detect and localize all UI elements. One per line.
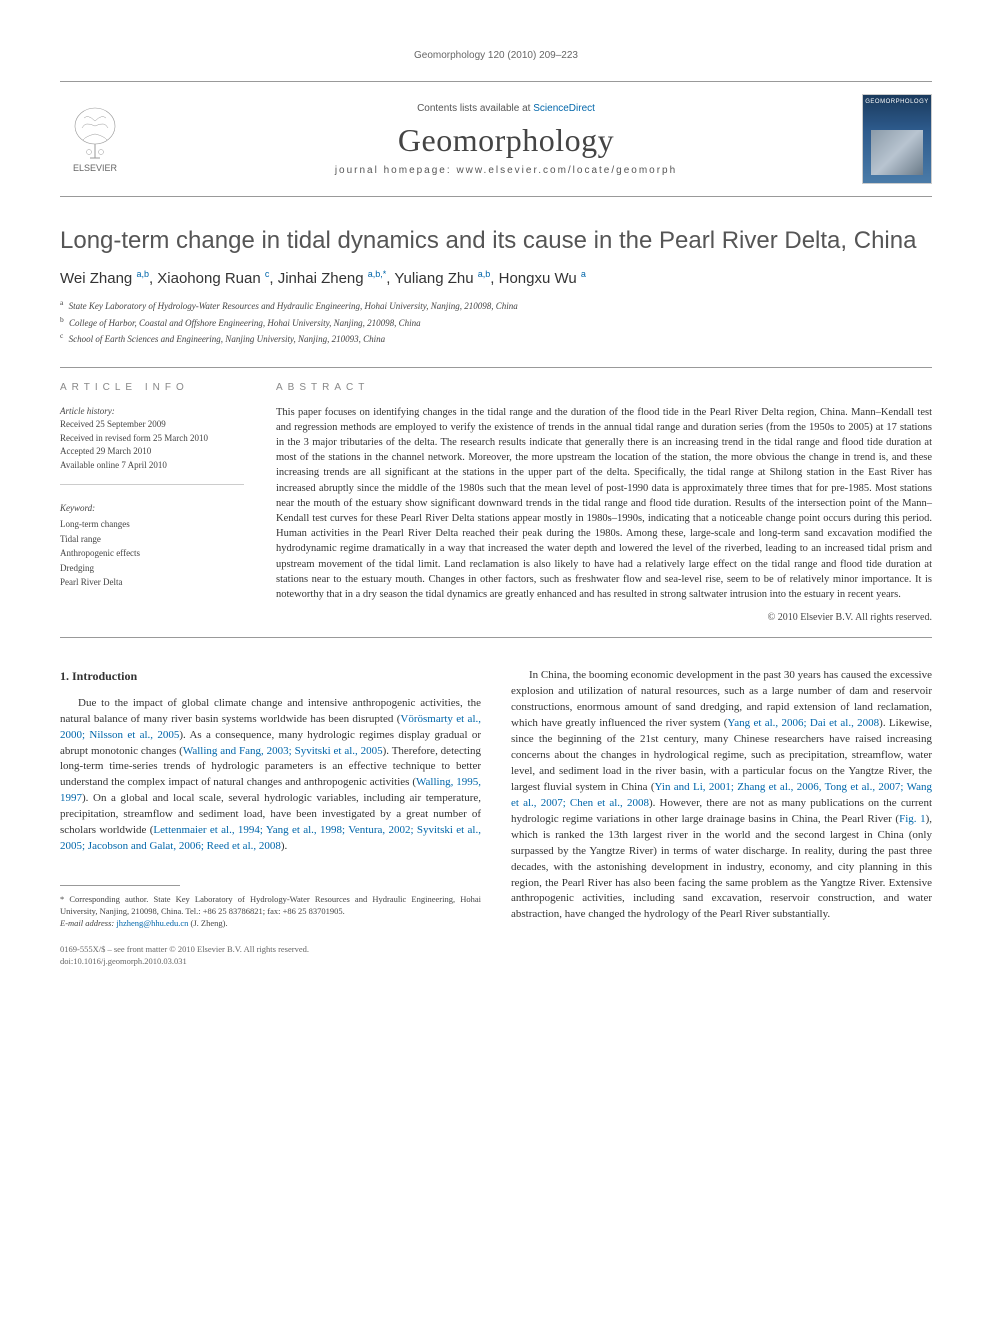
- affiliation-line: c School of Earth Sciences and Engineeri…: [60, 330, 932, 347]
- elsevier-logo: ELSEVIER: [60, 99, 130, 179]
- history-line: Received 25 September 2009: [60, 418, 244, 432]
- citation-link[interactable]: Yin and Li, 2001; Zhang et al., 2006, To…: [511, 781, 932, 809]
- citation-link[interactable]: Yang et al., 2006; Dai et al., 2008: [727, 717, 879, 729]
- keyword: Tidal range: [60, 532, 244, 546]
- elsevier-tree-icon: [70, 106, 120, 161]
- intro-paragraph-1: Due to the impact of global climate chan…: [60, 696, 481, 855]
- homepage-label: journal homepage:: [335, 165, 457, 176]
- cover-image: [871, 130, 923, 175]
- affiliation-line: a State Key Laboratory of Hydrology-Wate…: [60, 297, 932, 314]
- citation-link[interactable]: Vörösmarty et al., 2000; Nilsson et al.,…: [60, 713, 481, 741]
- corr-email-link[interactable]: jhzheng@hhu.edu.cn: [116, 918, 188, 928]
- body-column-right: In China, the booming economic developme…: [511, 668, 932, 967]
- front-matter-meta: 0169-555X/$ – see front matter © 2010 El…: [60, 944, 481, 968]
- history-line: Available online 7 April 2010: [60, 459, 244, 473]
- publisher-name: ELSEVIER: [73, 163, 117, 173]
- email-attribution: (J. Zheng).: [188, 918, 227, 928]
- body-column-left: 1. Introduction Due to the impact of glo…: [60, 668, 481, 967]
- history-line: Accepted 29 March 2010: [60, 445, 244, 459]
- keywords-label: Keyword:: [60, 501, 244, 515]
- email-label: E-mail address:: [60, 918, 116, 928]
- abstract-heading: abstract: [276, 382, 932, 393]
- article-history: Article history: Received 25 September 2…: [60, 405, 244, 486]
- affiliations: a State Key Laboratory of Hydrology-Wate…: [60, 297, 932, 347]
- contents-available-line: Contents lists available at ScienceDirec…: [150, 103, 862, 114]
- author-list: Wei Zhang a,b, Xiaohong Ruan c, Jinhai Z…: [60, 269, 932, 287]
- footnote-separator: [60, 885, 180, 886]
- journal-name: Geomorphology: [150, 122, 862, 159]
- body-two-column: 1. Introduction Due to the impact of glo…: [60, 668, 932, 967]
- article-info-column: article info Article history: Received 2…: [60, 368, 260, 639]
- keyword: Dredging: [60, 561, 244, 575]
- history-line: Received in revised form 25 March 2010: [60, 432, 244, 446]
- cover-title: GEOMORPHOLOGY: [863, 99, 931, 105]
- keyword: Pearl River Delta: [60, 575, 244, 589]
- journal-homepage: journal homepage: www.elsevier.com/locat…: [150, 165, 862, 176]
- citation-link[interactable]: Lettenmaier et al., 1994; Yang et al., 1…: [60, 824, 481, 852]
- corr-email-line: E-mail address: jhzheng@hhu.edu.cn (J. Z…: [60, 918, 481, 930]
- keyword: Long-term changes: [60, 517, 244, 531]
- sciencedirect-link[interactable]: ScienceDirect: [533, 103, 595, 114]
- intro-paragraph-2: In China, the booming economic developme…: [511, 668, 932, 923]
- section-heading-intro: 1. Introduction: [60, 668, 481, 685]
- corr-author-text: * Corresponding author. State Key Labora…: [60, 894, 481, 918]
- citation-link[interactable]: Fig. 1: [899, 813, 926, 825]
- abstract-text: This paper focuses on identifying change…: [276, 405, 932, 603]
- issn-copyright: 0169-555X/$ – see front matter © 2010 El…: [60, 944, 481, 956]
- article-info-heading: article info: [60, 382, 244, 393]
- corresponding-author-footnote: * Corresponding author. State Key Labora…: [60, 894, 481, 930]
- journal-cover-thumbnail: GEOMORPHOLOGY: [862, 94, 932, 184]
- homepage-url: www.elsevier.com/locate/geomorph: [456, 165, 677, 176]
- running-header: Geomorphology 120 (2010) 209–223: [60, 50, 932, 61]
- abstract-column: abstract This paper focuses on identifyi…: [260, 368, 932, 639]
- citation-link[interactable]: Walling, 1995, 1997: [60, 776, 481, 804]
- keyword: Anthropogenic effects: [60, 546, 244, 560]
- doi: doi:10.1016/j.geomorph.2010.03.031: [60, 956, 481, 968]
- citation-link[interactable]: Walling and Fang, 2003; Syvitski et al.,…: [183, 745, 383, 757]
- article-title: Long-term change in tidal dynamics and i…: [60, 227, 932, 255]
- contents-prefix: Contents lists available at: [417, 103, 533, 114]
- keywords-block: Keyword: Long-term changesTidal rangeAnt…: [60, 501, 244, 589]
- abstract-copyright: © 2010 Elsevier B.V. All rights reserved…: [276, 612, 932, 623]
- journal-masthead: ELSEVIER Contents lists available at Sci…: [60, 81, 932, 197]
- affiliation-line: b College of Harbor, Coastal and Offshor…: [60, 314, 932, 331]
- history-label: Article history:: [60, 405, 244, 419]
